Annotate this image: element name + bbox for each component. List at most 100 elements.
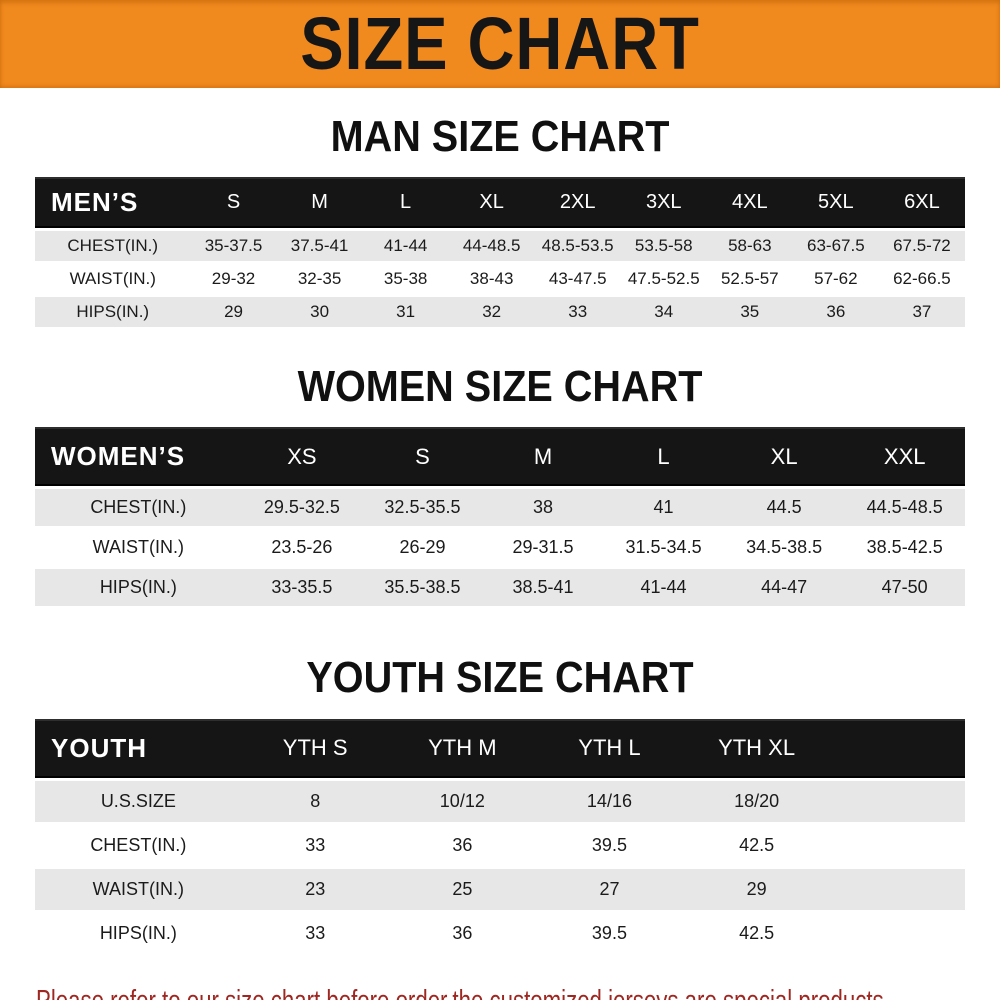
size-value-cell: 33 — [241, 912, 389, 954]
size-header-cell: XXL — [844, 427, 965, 487]
size-value-cell: 38.5-42.5 — [844, 529, 965, 567]
row-label-cell: CHEST(IN.) — [35, 231, 191, 262]
row-filler-cell — [830, 824, 965, 866]
size-value-cell: 47.5-52.5 — [620, 264, 707, 295]
size-header-cell: 3XL — [620, 177, 707, 229]
size-value-cell: 44-48.5 — [448, 231, 535, 262]
table-row: WAIST(IN.) 23.5-26 26-29 29-31.5 31.5-34.5 34… — [35, 529, 965, 567]
size-value-cell: 36 — [792, 297, 879, 328]
size-value-cell: 32 — [448, 297, 535, 328]
size-value-cell: 27 — [535, 868, 684, 910]
size-value-cell: 52.5-57 — [706, 264, 793, 295]
size-value-cell: 31.5-34.5 — [603, 529, 724, 567]
size-header-cell: 2XL — [534, 177, 621, 229]
mens-size-table: MEN’S S M L XL 2XL 3XL 4XL 5XL 6XL CHEST(IN.) 35-37… — [35, 174, 965, 330]
table-header-row: MEN’S S M L XL 2XL 3XL 4XL 5XL 6XL — [35, 177, 965, 229]
size-value-cell: 34 — [620, 297, 707, 328]
size-value-cell: 18/20 — [683, 780, 831, 822]
size-value-cell: 32-35 — [276, 264, 363, 295]
size-header-cell: S — [190, 177, 277, 229]
size-value-cell: 39.5 — [535, 824, 684, 866]
size-value-cell: 29 — [190, 297, 277, 328]
size-value-cell: 29-32 — [190, 264, 277, 295]
row-label-cell: CHEST(IN.) — [35, 824, 242, 866]
table-header-row: WOMEN’S XS S M L XL XXL — [35, 427, 965, 487]
size-value-cell: 47-50 — [844, 569, 965, 607]
size-value-cell: 14/16 — [535, 780, 684, 822]
size-header-cell: YTH M — [388, 718, 536, 778]
row-filler-cell — [830, 868, 965, 910]
size-value-cell: 26-29 — [362, 529, 483, 567]
row-label-cell: HIPS(IN.) — [35, 569, 242, 607]
row-label-cell: CHEST(IN.) — [35, 489, 242, 527]
women-size-section: WOMEN SIZE CHART WOMEN’S XS S M L XL XXL CHEST(… — [0, 363, 1000, 609]
size-value-cell: 23.5-26 — [241, 529, 363, 567]
size-value-cell: 57-62 — [792, 264, 879, 295]
size-header-cell: YTH S — [241, 718, 389, 778]
table-row: HIPS(IN.) 33 36 39.5 42.5 — [35, 912, 965, 954]
size-value-cell: 34.5-38.5 — [723, 529, 845, 567]
man-size-section: MAN SIZE CHART MEN’S S M L XL 2XL 3XL 4XL 5XL 6XL… — [0, 113, 1000, 330]
size-value-cell: 62-66.5 — [878, 264, 965, 295]
youth-size-section: YOUTH SIZE CHART YOUTH YTH S YTH M YTH L YTH… — [0, 655, 1000, 956]
size-value-cell: 42.5 — [683, 824, 831, 866]
size-value-cell: 67.5-72 — [878, 231, 965, 262]
size-header-cell: M — [482, 427, 604, 487]
table-row: WAIST(IN.) 29-32 32-35 35-38 38-43 43-47.5 47.… — [35, 264, 965, 295]
table-row: CHEST(IN.) 35-37.5 37.5-41 41-44 44-48.5 48.5… — [35, 231, 965, 262]
size-value-cell: 41-44 — [362, 231, 449, 262]
size-value-cell: 29.5-32.5 — [241, 489, 363, 527]
size-value-cell: 38 — [482, 489, 604, 527]
size-value-cell: 41-44 — [603, 569, 724, 607]
size-value-cell: 37.5-41 — [276, 231, 363, 262]
banner-title: SIZE CHART — [300, 2, 700, 85]
row-label-cell: U.S.SIZE — [35, 780, 242, 822]
size-value-cell: 35 — [706, 297, 793, 328]
size-header-cell: XL — [448, 177, 535, 229]
row-label-cell: HIPS(IN.) — [35, 297, 191, 328]
size-value-cell: 53.5-58 — [620, 231, 707, 262]
youth-section-heading: YOUTH SIZE CHART — [306, 653, 694, 703]
size-chart-banner: SIZE CHART — [0, 0, 1000, 88]
size-value-cell: 33-35.5 — [241, 569, 363, 607]
size-value-cell: 30 — [276, 297, 363, 328]
size-value-cell: 29 — [683, 868, 831, 910]
table-row: HIPS(IN.) 33-35.5 35.5-38.5 38.5-41 41-44 44-… — [35, 569, 965, 607]
row-label-cell: HIPS(IN.) — [35, 912, 242, 954]
size-value-cell: 38-43 — [448, 264, 535, 295]
size-header-cell: L — [603, 427, 724, 487]
size-value-cell: 58-63 — [706, 231, 793, 262]
table-row: WAIST(IN.) 23 25 27 29 — [35, 868, 965, 910]
size-value-cell: 32.5-35.5 — [362, 489, 483, 527]
size-value-cell: 43-47.5 — [534, 264, 621, 295]
youth-size-table: YOUTH YTH S YTH M YTH L YTH XL U.S.SIZE 8 10/12… — [35, 716, 965, 957]
table-row: U.S.SIZE 8 10/12 14/16 18/20 — [35, 780, 965, 822]
size-value-cell: 33 — [241, 824, 389, 866]
size-value-cell: 35-37.5 — [190, 231, 277, 262]
table-row: CHEST(IN.) 29.5-32.5 32.5-35.5 38 41 44.5 44.5… — [35, 489, 965, 527]
table-title-cell: YOUTH — [35, 718, 242, 778]
table-row: HIPS(IN.) 29 30 31 32 33 34 35 36 37 — [35, 297, 965, 328]
row-filler-cell — [830, 912, 965, 954]
size-value-cell: 29-31.5 — [482, 529, 604, 567]
size-value-cell: 41 — [603, 489, 724, 527]
womens-size-table: WOMEN’S XS S M L XL XXL CHEST(IN.) 29.5-32.5 32.5… — [35, 424, 965, 609]
size-header-cell: YTH L — [535, 718, 684, 778]
size-value-cell: 39.5 — [535, 912, 684, 954]
row-label-cell: WAIST(IN.) — [35, 529, 242, 567]
table-title-cell: WOMEN’S — [35, 427, 242, 487]
table-row: CHEST(IN.) 33 36 39.5 42.5 — [35, 824, 965, 866]
size-value-cell: 36 — [388, 824, 536, 866]
disclaimer-line-1: Please refer to our size chart before or… — [36, 983, 890, 1000]
size-header-cell: 4XL — [706, 177, 793, 229]
size-value-cell: 63-67.5 — [792, 231, 879, 262]
size-header-cell: 5XL — [792, 177, 879, 229]
table-title-cell: MEN’S — [35, 177, 191, 229]
size-value-cell: 23 — [241, 868, 389, 910]
row-label-cell: WAIST(IN.) — [35, 868, 242, 910]
size-value-cell: 36 — [388, 912, 536, 954]
size-value-cell: 35.5-38.5 — [362, 569, 483, 607]
size-header-cell: M — [276, 177, 363, 229]
header-filler-cell — [830, 718, 965, 778]
size-value-cell: 35-38 — [362, 264, 449, 295]
